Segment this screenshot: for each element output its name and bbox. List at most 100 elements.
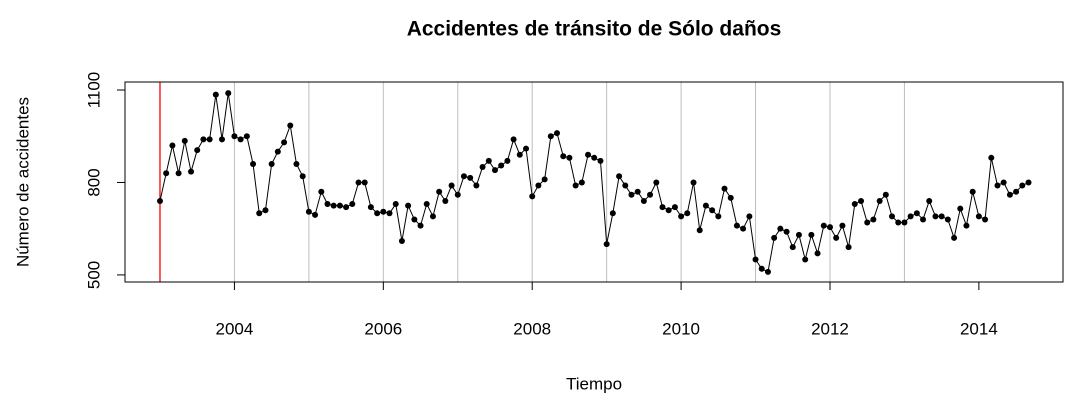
data-point xyxy=(194,147,201,154)
data-point xyxy=(814,250,821,257)
data-point xyxy=(938,213,945,220)
data-point xyxy=(460,173,467,180)
data-point xyxy=(764,268,771,275)
data-point xyxy=(554,130,561,137)
data-point xyxy=(597,157,604,164)
data-point xyxy=(715,213,722,220)
data-point xyxy=(467,174,474,181)
data-point xyxy=(907,213,914,220)
y-axis-label: Número de accidentes xyxy=(13,97,32,267)
data-point xyxy=(268,160,275,167)
data-point xyxy=(510,136,517,143)
data-point xyxy=(336,202,343,209)
data-point xyxy=(771,234,778,241)
data-point xyxy=(901,219,908,226)
data-point xyxy=(876,197,883,204)
data-point xyxy=(858,197,865,204)
x-tick-label: 2004 xyxy=(216,319,254,338)
data-point xyxy=(777,225,784,232)
data-point xyxy=(330,202,337,209)
data-point xyxy=(262,207,269,214)
data-point xyxy=(206,136,213,143)
data-point xyxy=(479,164,486,171)
plot-box xyxy=(124,81,1064,283)
data-point xyxy=(591,154,598,161)
data-point xyxy=(659,204,666,211)
x-tick-label: 2006 xyxy=(364,319,402,338)
data-point xyxy=(926,197,933,204)
data-point xyxy=(913,210,920,217)
data-point xyxy=(287,122,294,129)
data-point xyxy=(374,210,381,217)
data-point xyxy=(572,182,579,189)
data-point xyxy=(312,211,319,218)
data-point xyxy=(380,208,387,215)
data-point xyxy=(951,234,958,241)
data-point xyxy=(975,213,982,220)
data-point xyxy=(783,228,790,235)
data-point xyxy=(702,202,709,209)
data-point xyxy=(281,139,288,146)
x-tick-label: 2014 xyxy=(960,319,998,338)
data-point xyxy=(175,170,182,177)
data-point xyxy=(529,193,536,200)
data-point xyxy=(200,136,207,143)
data-point xyxy=(305,208,312,215)
y-tick-label: 1100 xyxy=(84,72,103,109)
data-point xyxy=(516,151,523,158)
data-point xyxy=(442,197,449,204)
series-line xyxy=(159,93,1029,273)
data-point xyxy=(299,173,306,180)
x-tick-label: 2008 xyxy=(513,319,551,338)
data-point xyxy=(386,210,393,217)
data-point xyxy=(944,216,951,223)
data-point xyxy=(932,213,939,220)
data-point xyxy=(833,234,840,241)
x-tick-label: 2012 xyxy=(811,319,849,338)
data-point xyxy=(988,154,995,161)
data-point xyxy=(448,182,455,189)
data-point xyxy=(684,210,691,217)
data-point xyxy=(802,256,809,263)
data-point xyxy=(678,213,685,220)
data-point xyxy=(696,227,703,234)
data-point xyxy=(405,202,412,209)
x-axis-label: Tiempo xyxy=(566,374,622,393)
data-point xyxy=(411,216,418,223)
data-point xyxy=(640,197,647,204)
data-point xyxy=(163,170,170,177)
data-point xyxy=(361,179,368,186)
y-tick-label: 500 xyxy=(84,261,103,289)
data-point xyxy=(212,91,219,98)
data-point xyxy=(585,151,592,158)
data-point xyxy=(882,191,889,198)
data-point xyxy=(169,142,176,149)
data-point xyxy=(237,136,244,143)
data-point xyxy=(789,244,796,251)
data-point xyxy=(274,148,281,155)
data-point xyxy=(740,225,747,232)
data-point xyxy=(982,216,989,223)
data-point xyxy=(560,153,567,160)
data-point xyxy=(541,176,548,183)
data-point xyxy=(473,182,480,189)
data-point xyxy=(895,219,902,226)
data-point xyxy=(634,188,641,195)
data-point xyxy=(622,182,629,189)
data-point xyxy=(367,204,374,211)
data-point xyxy=(870,216,877,223)
data-point xyxy=(436,188,443,195)
data-point xyxy=(324,201,331,208)
data-point xyxy=(665,207,672,214)
y-tick-label: 800 xyxy=(84,168,103,196)
data-point xyxy=(758,265,765,272)
data-point xyxy=(733,222,740,229)
data-point xyxy=(578,179,585,186)
data-point xyxy=(721,185,728,192)
data-point xyxy=(920,216,927,223)
data-point xyxy=(826,224,833,231)
data-point xyxy=(969,188,976,195)
data-point xyxy=(845,244,852,251)
data-point xyxy=(616,173,623,180)
